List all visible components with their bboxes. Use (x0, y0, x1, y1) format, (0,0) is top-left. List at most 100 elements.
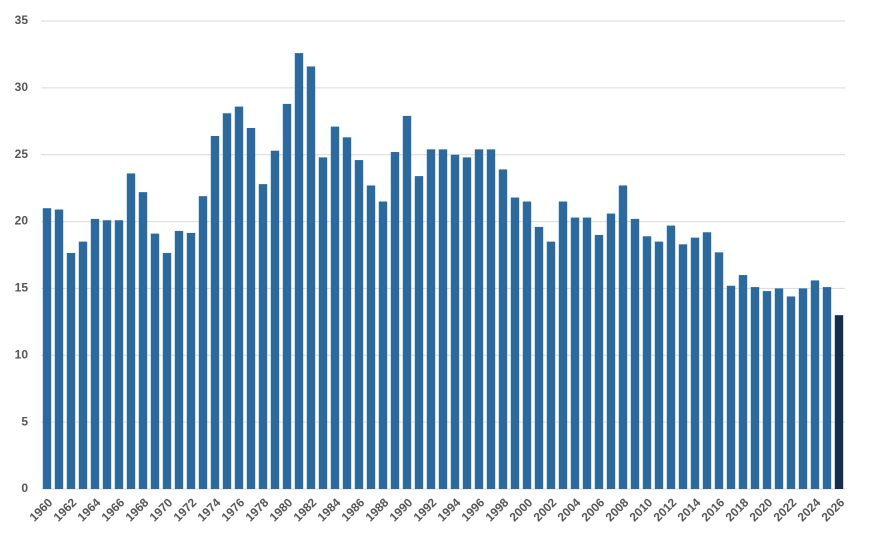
x-tick-label: 1974 (195, 495, 224, 524)
x-tick-label: 1966 (99, 495, 128, 524)
bar (474, 149, 484, 489)
bar (522, 201, 532, 489)
y-tick-label: 35 (15, 13, 29, 27)
bar (186, 232, 196, 490)
bar (282, 103, 292, 489)
bar (354, 160, 364, 489)
bar (318, 157, 328, 490)
bar (150, 233, 160, 489)
x-tick-label: 2022 (771, 495, 800, 524)
y-tick-label: 30 (15, 80, 29, 94)
x-tick-label: 2008 (603, 495, 632, 524)
bar (762, 291, 772, 489)
bar (798, 288, 808, 489)
x-tick-label: 1992 (411, 495, 440, 524)
bar (438, 149, 448, 489)
bar (558, 201, 568, 489)
bar (198, 196, 208, 489)
bar (714, 252, 724, 489)
x-tick-label: 1984 (315, 495, 344, 524)
x-tick-label: 2002 (531, 495, 560, 524)
bar (210, 135, 220, 489)
x-tick-label: 2018 (723, 495, 752, 524)
x-tick-label: 2024 (795, 495, 824, 524)
bar (834, 315, 844, 489)
x-tick-label: 2006 (579, 495, 608, 524)
x-tick-label: 1994 (435, 495, 464, 524)
bar (234, 106, 244, 489)
bar (114, 220, 124, 489)
bar (78, 241, 88, 489)
bar (246, 127, 256, 489)
x-tick-label: 2026 (819, 495, 848, 524)
bar (642, 236, 652, 489)
bar (726, 285, 736, 489)
bar (162, 252, 172, 489)
x-tick-label: 1978 (243, 495, 272, 524)
x-tick-label: 1996 (459, 495, 488, 524)
x-tick-label: 1980 (267, 495, 296, 524)
bar (138, 192, 148, 489)
bar (534, 226, 544, 490)
bar (810, 280, 820, 489)
bar (630, 218, 640, 489)
bar (270, 150, 280, 489)
bar (678, 244, 688, 489)
x-tick-label: 1998 (483, 495, 512, 524)
x-tick-label: 1986 (339, 495, 368, 524)
x-tick-label: 1962 (51, 495, 80, 524)
bar (126, 173, 136, 490)
bar (822, 287, 832, 489)
bar (594, 234, 604, 489)
bar (666, 225, 676, 489)
x-tick-label: 1976 (219, 495, 248, 524)
x-tick-label: 2012 (651, 495, 680, 524)
bar (702, 232, 712, 490)
x-tick-label: 1964 (75, 495, 104, 524)
bar (258, 184, 268, 490)
bar (66, 252, 76, 489)
bar (450, 154, 460, 489)
bar (414, 176, 424, 489)
bar (462, 157, 472, 490)
x-tick-label: 1960 (27, 495, 56, 524)
bar (90, 218, 100, 489)
bar (786, 296, 796, 489)
x-tick-label: 2000 (507, 495, 536, 524)
bar (654, 241, 664, 489)
bar (330, 126, 340, 490)
x-tick-label: 2004 (555, 495, 584, 524)
bar (426, 149, 436, 489)
bar (42, 208, 52, 489)
bar (294, 53, 304, 489)
bar (582, 217, 592, 489)
x-tick-label: 2016 (699, 495, 728, 524)
bar (510, 197, 520, 489)
x-tick-label: 1968 (123, 495, 152, 524)
bar (102, 220, 112, 489)
bar (306, 66, 316, 489)
y-tick-label: 15 (15, 281, 29, 295)
bar (606, 213, 616, 489)
y-tick-label: 20 (15, 214, 29, 228)
bar (390, 152, 400, 490)
y-tick-label: 5 (21, 414, 28, 428)
bar (174, 230, 184, 489)
bar (402, 115, 412, 490)
x-tick-label: 1990 (387, 495, 416, 524)
x-tick-label: 1970 (147, 495, 176, 524)
x-tick-label: 1972 (171, 495, 200, 524)
bar (222, 113, 232, 490)
bar (366, 185, 376, 489)
bar (342, 137, 352, 489)
y-tick-label: 25 (15, 147, 29, 161)
x-tick-label: 2014 (675, 495, 704, 524)
x-tick-label: 1988 (363, 495, 392, 524)
bar (774, 288, 784, 489)
x-tick-label: 1982 (291, 495, 320, 524)
bar (546, 241, 556, 489)
x-tick-label: 2010 (627, 495, 656, 524)
bar (378, 201, 388, 489)
bar (54, 209, 64, 489)
